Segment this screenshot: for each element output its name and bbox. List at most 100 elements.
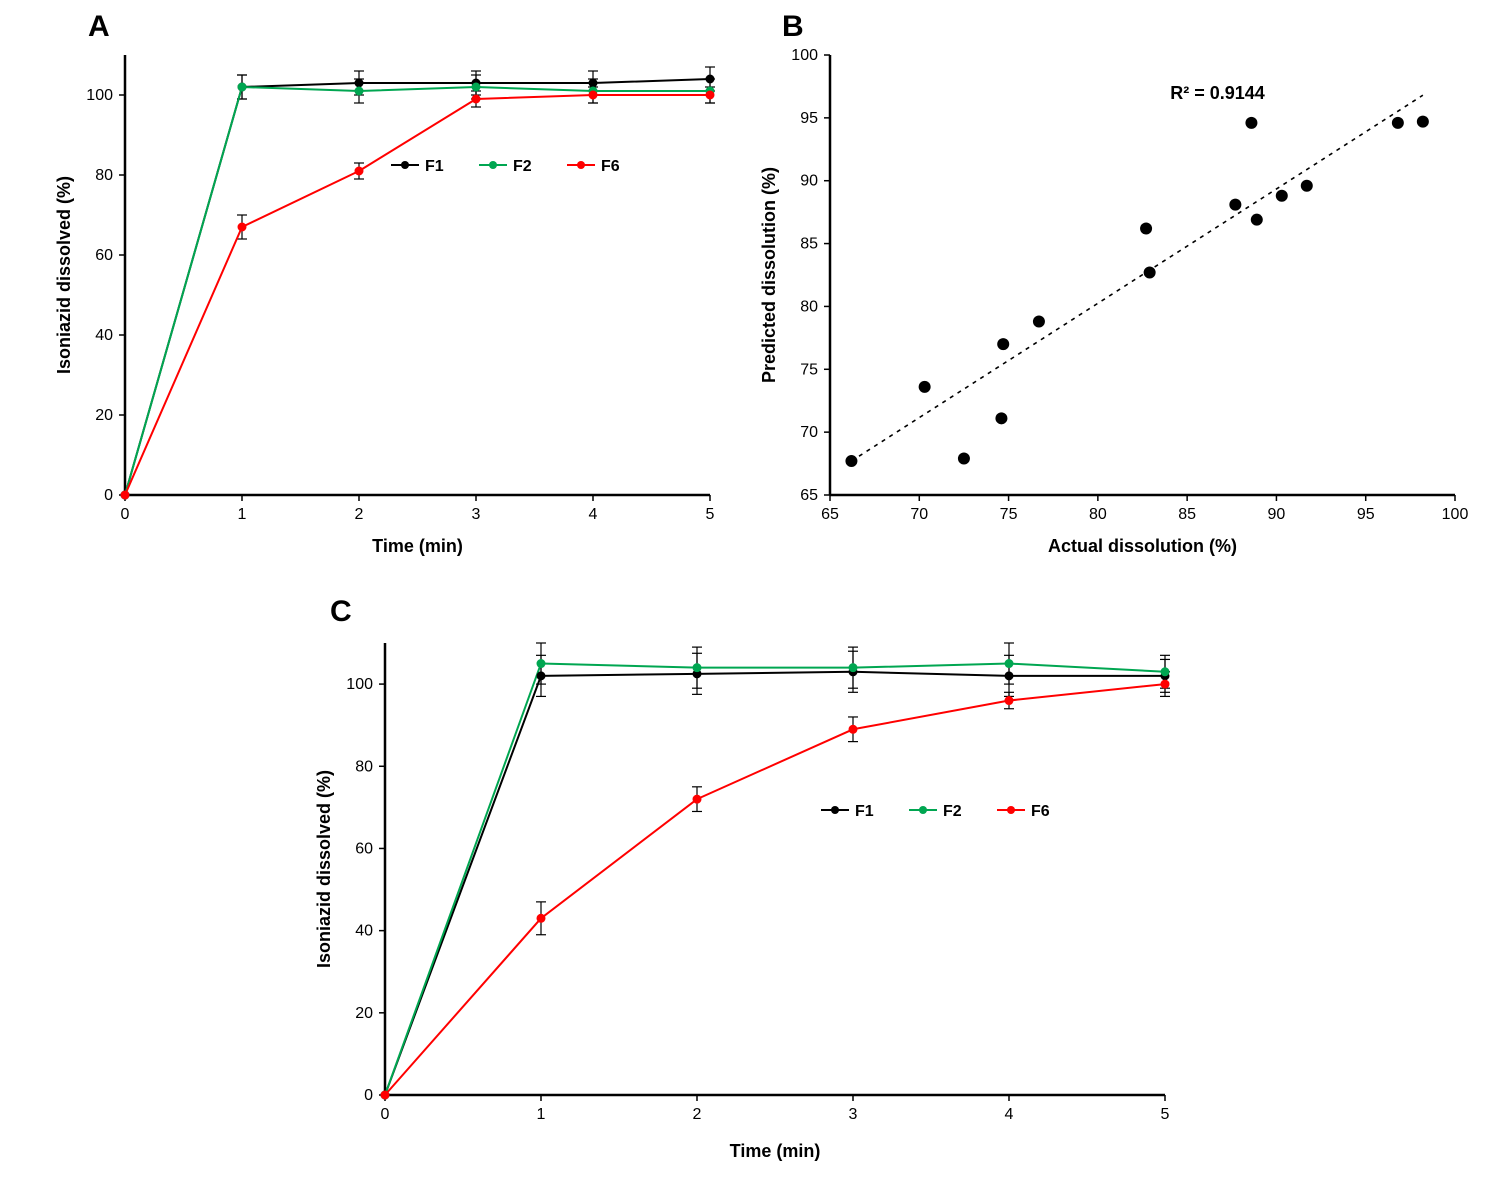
- series-marker-f1: [1005, 672, 1013, 680]
- x-tick-label: 5: [706, 506, 715, 523]
- x-tick-label: 4: [589, 506, 598, 523]
- series-marker-f6: [693, 795, 701, 803]
- legend-label: F2: [943, 803, 962, 820]
- y-tick-label: 100: [86, 87, 113, 104]
- y-tick-label: 80: [355, 758, 373, 775]
- scatter-point: [1392, 117, 1404, 129]
- scatter-point: [1251, 214, 1263, 226]
- series-marker-f6: [355, 167, 363, 175]
- x-axis-label: Time (min): [730, 1141, 821, 1161]
- series-line-f6: [385, 684, 1165, 1095]
- series-marker-f2: [849, 664, 857, 672]
- series-marker-f6: [589, 91, 597, 99]
- legend-marker: [831, 806, 839, 814]
- scatter-point: [1140, 222, 1152, 234]
- y-tick-label: 20: [355, 1005, 373, 1022]
- scatter-point: [1033, 316, 1045, 328]
- scatter-point: [1229, 199, 1241, 211]
- series-marker-f2: [1161, 668, 1169, 676]
- series-marker-f6: [1161, 680, 1169, 688]
- x-tick-label: 2: [693, 1106, 702, 1123]
- panel-a: A012345020406080100Time (min)Isoniazid d…: [30, 10, 730, 570]
- r-squared-annotation: R² = 0.9144: [1170, 83, 1265, 103]
- x-tick-label: 70: [910, 506, 928, 523]
- x-tick-label: 2: [355, 506, 364, 523]
- y-axis-label: Isoniazid dissolved (%): [314, 770, 334, 968]
- y-tick-label: 40: [355, 923, 373, 940]
- x-tick-label: 4: [1005, 1106, 1014, 1123]
- legend-marker: [489, 161, 497, 169]
- y-tick-label: 95: [800, 110, 818, 127]
- x-tick-label: 95: [1357, 506, 1375, 523]
- scatter-point: [1417, 116, 1429, 128]
- series-marker-f2: [537, 660, 545, 668]
- series-marker-f6: [1005, 697, 1013, 705]
- series-line-f6: [125, 95, 710, 495]
- x-tick-label: 1: [537, 1106, 546, 1123]
- y-tick-label: 40: [95, 327, 113, 344]
- series-marker-f6: [238, 223, 246, 231]
- x-tick-label: 3: [472, 506, 481, 523]
- legend: F1F2F6: [821, 803, 1050, 820]
- x-axis-label: Time (min): [372, 536, 463, 556]
- x-tick-label: 100: [1442, 506, 1469, 523]
- x-axis-label: Actual dissolution (%): [1048, 536, 1237, 556]
- y-tick-label: 20: [95, 407, 113, 424]
- series-line-f1: [385, 672, 1165, 1095]
- figure-root: A012345020406080100Time (min)Isoniazid d…: [0, 0, 1500, 1196]
- y-tick-label: 60: [95, 247, 113, 264]
- y-tick-label: 85: [800, 236, 818, 253]
- x-tick-label: 75: [1000, 506, 1018, 523]
- scatter-point: [919, 381, 931, 393]
- y-tick-label: 80: [95, 167, 113, 184]
- y-tick-label: 65: [800, 487, 818, 504]
- scatter-point: [1144, 266, 1156, 278]
- panel-b: B6570758085909510065707580859095100Actua…: [760, 10, 1480, 570]
- series-line-f2: [125, 87, 710, 495]
- legend: F1F2F6: [391, 158, 620, 175]
- scatter-point: [958, 453, 970, 465]
- series-marker-f6: [849, 725, 857, 733]
- scatter-point: [995, 412, 1007, 424]
- series-marker-f6: [381, 1091, 389, 1099]
- y-tick-label: 70: [800, 424, 818, 441]
- y-axis-label: Isoniazid dissolved (%): [54, 176, 74, 374]
- x-tick-label: 85: [1178, 506, 1196, 523]
- series-line-f2: [385, 664, 1165, 1095]
- panel-label-b: B: [782, 10, 804, 44]
- y-tick-label: 100: [346, 676, 373, 693]
- series-marker-f1: [706, 75, 714, 83]
- y-tick-label: 0: [364, 1087, 373, 1104]
- legend-label: F6: [601, 158, 620, 175]
- x-tick-label: 1: [238, 506, 247, 523]
- y-tick-label: 0: [104, 487, 113, 504]
- series-marker-f6: [472, 95, 480, 103]
- panel-c: C012345020406080100Time (min)Isoniazid d…: [290, 595, 1190, 1175]
- series-marker-f1: [355, 79, 363, 87]
- series-marker-f2: [355, 87, 363, 95]
- series-line-f1: [125, 79, 710, 495]
- series-marker-f6: [121, 491, 129, 499]
- series-marker-f1: [589, 79, 597, 87]
- panel-c-svg: 012345020406080100Time (min)Isoniazid di…: [290, 595, 1190, 1175]
- series-marker-f2: [1005, 660, 1013, 668]
- legend-label: F2: [513, 158, 532, 175]
- panel-a-svg: 012345020406080100Time (min)Isoniazid di…: [30, 10, 730, 570]
- legend-marker: [401, 161, 409, 169]
- y-tick-label: 90: [800, 173, 818, 190]
- y-tick-label: 60: [355, 840, 373, 857]
- scatter-point: [1301, 180, 1313, 192]
- y-tick-label: 75: [800, 361, 818, 378]
- x-tick-label: 80: [1089, 506, 1107, 523]
- series-marker-f2: [693, 664, 701, 672]
- panel-label-a: A: [88, 10, 110, 44]
- trendline: [851, 95, 1422, 461]
- x-tick-label: 3: [849, 1106, 858, 1123]
- series-marker-f1: [537, 672, 545, 680]
- x-tick-label: 0: [381, 1106, 390, 1123]
- series-marker-f6: [706, 91, 714, 99]
- series-marker-f6: [537, 914, 545, 922]
- scatter-point: [1276, 190, 1288, 202]
- y-tick-label: 100: [791, 47, 818, 64]
- panel-b-svg: 6570758085909510065707580859095100Actual…: [760, 10, 1480, 570]
